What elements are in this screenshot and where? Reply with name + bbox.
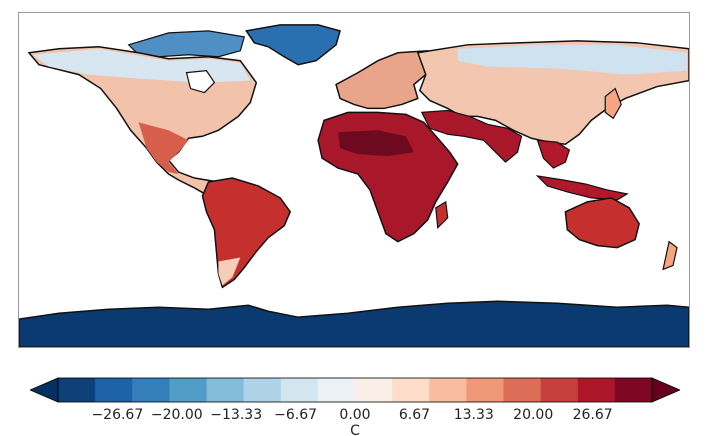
arctic-islands <box>127 30 246 58</box>
southeast-asia <box>536 139 571 169</box>
colorbar-max-extend <box>651 377 680 403</box>
colorbar-tick-label: 26.67 <box>572 407 613 423</box>
colorbar-cell <box>392 378 430 402</box>
colorbar-cell <box>243 378 282 402</box>
colorbar-cell <box>58 378 96 402</box>
colorbar-tick-label: −6.67 <box>274 407 318 423</box>
map-panel <box>18 12 690 348</box>
greenland <box>245 24 341 66</box>
colorbar-cell <box>429 378 467 402</box>
colorbar-cell <box>280 378 319 402</box>
colorbar-cell <box>206 378 245 402</box>
new-zealand <box>662 240 678 271</box>
colorbar-cell <box>577 378 616 402</box>
colorbar-outline <box>57 377 653 403</box>
indonesia <box>535 175 629 201</box>
antarctica <box>19 300 689 347</box>
africa-hot <box>338 130 414 157</box>
colorbar-cell <box>466 378 504 402</box>
south-america <box>201 177 292 289</box>
australia <box>564 197 640 249</box>
colorbar-cell <box>503 378 542 402</box>
colorbar-tick-label: 0.00 <box>339 407 371 423</box>
colorbar-cell <box>132 378 170 402</box>
colorbar-min-extend <box>30 377 59 403</box>
colorbar-cell <box>355 378 393 402</box>
colorbar-cell <box>614 378 653 402</box>
colorbar-cell <box>95 378 133 402</box>
hudson-bay <box>185 70 216 94</box>
colorbar-tick-label: −26.67 <box>91 407 144 423</box>
colorbar-cell <box>169 378 207 402</box>
madagascar <box>435 200 449 230</box>
colorbar-tick-label: 6.67 <box>398 407 431 423</box>
colorbar-tick-label: 20.00 <box>513 407 554 423</box>
colorbar-unit-label: C <box>350 424 360 436</box>
north-america-warm <box>138 122 189 175</box>
colorbar <box>30 377 680 403</box>
siberia-cold <box>457 44 688 75</box>
colorbar-tick-label: −13.33 <box>210 407 263 423</box>
temperature-map <box>19 24 689 347</box>
south-america-cool <box>218 257 241 286</box>
colorbar-cell <box>540 378 579 402</box>
india-arabia <box>420 109 523 163</box>
colorbar-tick-label: 13.33 <box>453 407 494 423</box>
colorbar-tick-label: −20.00 <box>150 407 203 423</box>
japan <box>604 87 622 120</box>
europe <box>335 50 439 110</box>
colorbar-cells <box>58 378 653 402</box>
colorbar-cell <box>317 378 356 402</box>
